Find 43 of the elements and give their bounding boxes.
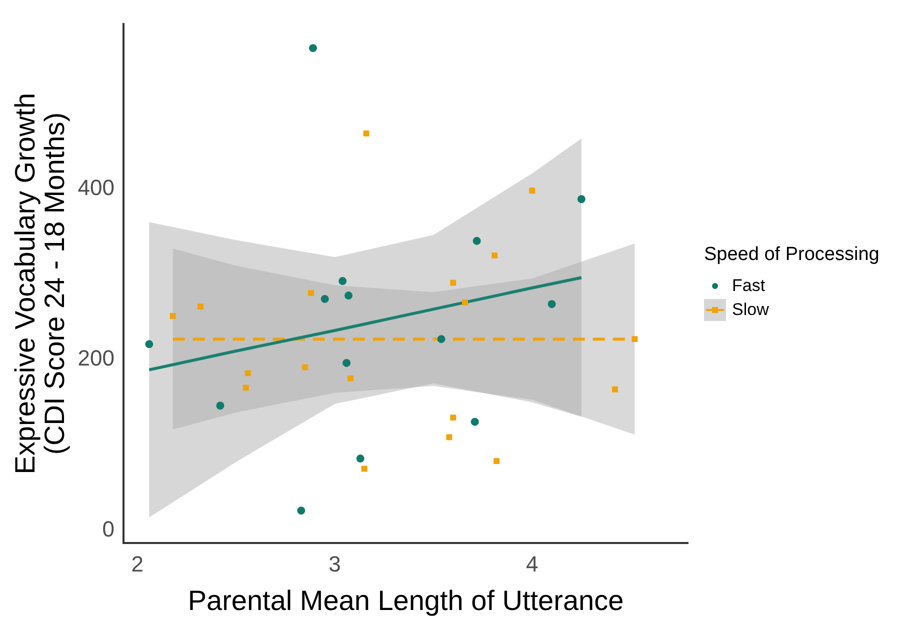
point [216,402,224,410]
y-tick-label: 0 [102,516,115,542]
point [344,292,353,300]
y-tick-label: 400 [78,174,115,200]
point [145,340,154,348]
legend-label: Slow [732,300,769,320]
point [308,44,317,52]
point [170,313,176,319]
point [437,335,446,344]
point [356,454,364,463]
x-tick-label: 4 [526,551,538,576]
point [577,195,586,204]
point [348,375,354,382]
point [338,277,347,286]
point [462,299,468,306]
point [492,252,498,258]
point [472,236,481,245]
point [632,336,638,342]
x-axis-title: Parental Mean Length of Utterance [188,584,624,616]
x-tick-label: 2 [131,551,144,576]
point [244,370,251,376]
legend-title: Speed of Processing [704,244,880,266]
legend-label: Fast [732,276,766,296]
point [361,466,368,472]
point [450,414,456,421]
point [363,130,370,136]
point [320,294,329,303]
point [342,358,351,367]
point [548,300,556,308]
point [297,506,306,515]
point [242,384,249,391]
point [198,304,204,310]
point [612,386,618,392]
point [302,364,308,370]
point [470,418,479,426]
point [494,458,500,464]
y-tick-label: 200 [78,346,115,371]
point [446,434,452,440]
point [450,280,456,286]
point [308,290,314,296]
x-tick-label: 3 [328,551,341,576]
point [529,188,536,194]
y-axis-title: Expressive Vocabulary Growth (CDI Score 24 - 18 Months) [9,92,70,474]
